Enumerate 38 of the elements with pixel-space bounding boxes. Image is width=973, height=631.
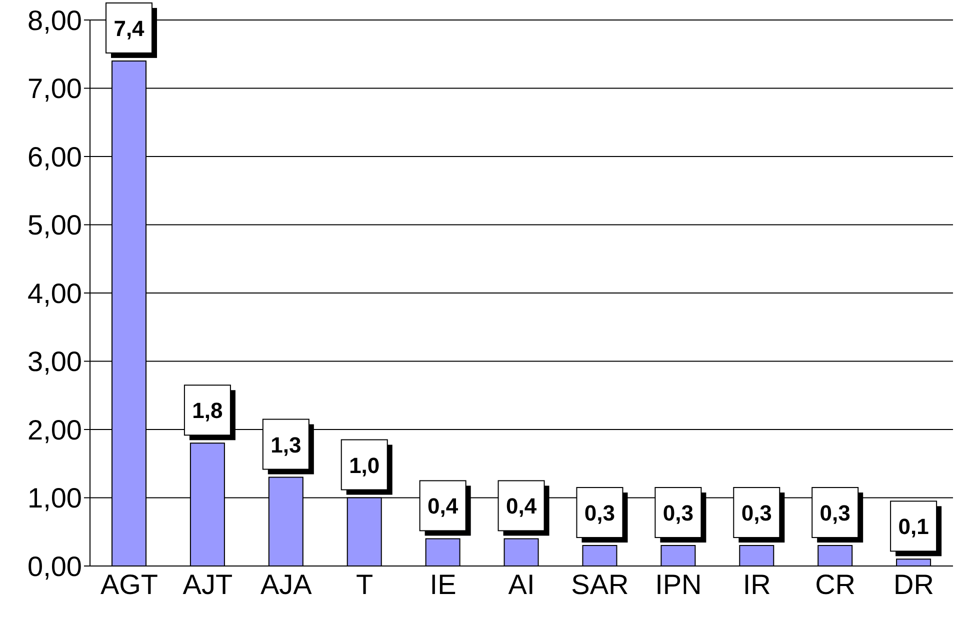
data-label: 1,0 <box>349 452 380 478</box>
data-label: 0,4 <box>428 494 459 519</box>
x-tick-label: T <box>356 568 374 600</box>
bar <box>896 558 932 566</box>
y-tick-label: 2,00 <box>28 414 82 446</box>
bar <box>739 545 774 566</box>
data-label: 0,3 <box>662 500 694 526</box>
y-tick-label: 6,00 <box>28 141 82 172</box>
bar <box>582 545 618 566</box>
x-tick-label: AJT <box>182 568 233 600</box>
x-tick-label: IR <box>742 568 771 600</box>
data-label: 0,1 <box>898 514 929 540</box>
x-tick-label: DR <box>894 568 934 600</box>
data-label: 0,3 <box>584 500 616 526</box>
x-tick-label: AJA <box>260 568 312 600</box>
x-tick-label: IPN <box>655 568 702 600</box>
data-label: 1,3 <box>270 432 302 458</box>
bar <box>425 538 460 566</box>
bar <box>660 545 696 566</box>
y-tick-label: 3,00 <box>28 346 82 378</box>
bar <box>818 545 853 566</box>
x-tick-label: SAR <box>571 568 629 600</box>
y-tick-label: 5,00 <box>28 210 82 241</box>
x-tick-label: AI <box>508 568 535 600</box>
x-tick-label: CR <box>815 568 856 600</box>
data-label: 7,4 <box>114 16 146 41</box>
data-label: 0,4 <box>506 494 538 519</box>
x-tick-label: AGT <box>100 568 158 600</box>
data-label: 1,8 <box>192 398 223 424</box>
y-tick-label: 7,00 <box>28 73 82 104</box>
data-label: 0,3 <box>820 500 850 526</box>
data-label: 0,3 <box>741 500 772 526</box>
y-tick-label: 1,00 <box>28 482 82 514</box>
x-tick-label: IE <box>430 568 456 600</box>
y-tick-label: 4,00 <box>28 278 82 309</box>
y-tick-label: 8,00 <box>28 4 82 36</box>
y-tick-label: 0,00 <box>28 550 82 582</box>
bar <box>504 538 539 566</box>
